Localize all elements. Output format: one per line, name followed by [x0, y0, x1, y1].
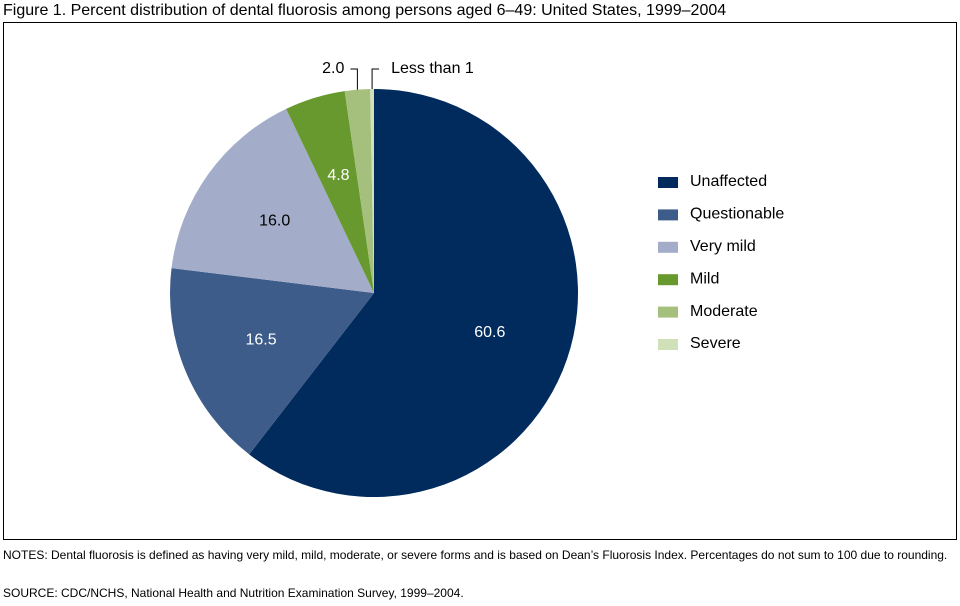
data-label: Less than 1: [391, 60, 474, 77]
pie-slice: [171, 108, 374, 293]
data-label: 2.0: [322, 60, 344, 77]
legend-swatch: [658, 241, 678, 253]
source: SOURCE: CDC/NCHS, National Health and Nu…: [3, 586, 464, 600]
chart-frame: [3, 22, 957, 540]
legend-swatch: [658, 306, 678, 318]
legend-label: Unaffected: [690, 173, 767, 190]
legend-swatch: [658, 209, 678, 221]
pie-slice: [344, 89, 374, 293]
legend-label: Mild: [690, 270, 719, 287]
leader-line: [371, 68, 380, 90]
pie-slice: [169, 268, 374, 455]
data-label: 16.0: [259, 213, 290, 230]
chart-title: Figure 1. Percent distribution of dental…: [3, 2, 727, 19]
legend-swatch: [658, 177, 678, 188]
pie-slice: [370, 89, 374, 293]
legend-swatch: [658, 274, 678, 286]
data-label: 4.8: [327, 167, 349, 184]
data-label: 16.5: [245, 331, 276, 348]
pie-slice: [249, 89, 578, 497]
leader-line: [350, 68, 358, 90]
legend-swatch: [658, 339, 678, 350]
legend-label: Severe: [690, 335, 741, 352]
legend-label: Questionable: [690, 206, 784, 223]
pie-slice: [286, 91, 374, 293]
legend-label: Moderate: [690, 303, 758, 320]
legend-label: Very mild: [690, 238, 756, 255]
notes: NOTES: Dental fluorosis is defined as ha…: [3, 548, 948, 562]
data-label: 60.6: [474, 324, 505, 341]
